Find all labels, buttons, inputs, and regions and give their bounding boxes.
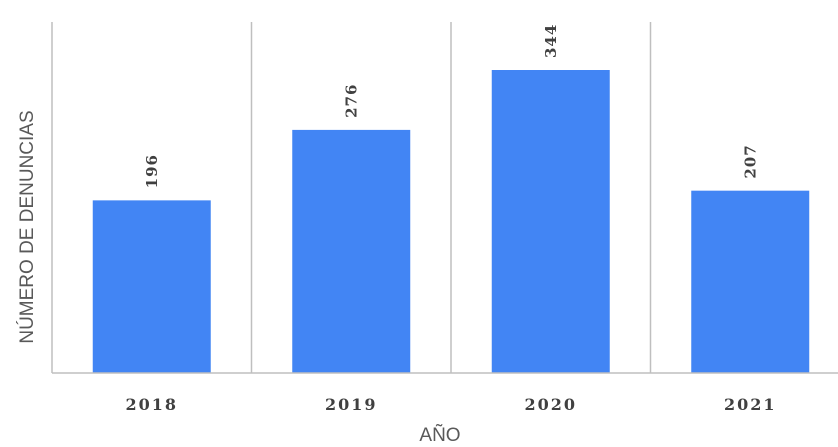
bar-2019 (292, 129, 411, 373)
x-tick-label-2018: 2018 (125, 395, 178, 414)
bar-2020 (491, 70, 610, 373)
data-label-2018: 196 (143, 154, 161, 188)
bar-2021 (691, 190, 810, 373)
x-tick-label-2020: 2020 (524, 395, 577, 414)
data-labels: 196 276 344 207 (143, 24, 760, 189)
data-label-2020: 344 (542, 24, 560, 58)
bars (92, 70, 810, 373)
x-tick-labels: 2018 2019 2020 2021 (125, 395, 777, 414)
x-tick-label-2021: 2021 (724, 395, 777, 414)
data-label-2019: 276 (342, 84, 360, 118)
x-axis-title: AÑO (419, 424, 460, 446)
data-label-2021: 207 (741, 144, 759, 178)
y-axis-title: NÚMERO DE DENUNCIAS (16, 110, 38, 343)
category-separators (51, 22, 652, 373)
bar-2018 (92, 200, 211, 373)
x-tick-label-2019: 2019 (325, 395, 378, 414)
